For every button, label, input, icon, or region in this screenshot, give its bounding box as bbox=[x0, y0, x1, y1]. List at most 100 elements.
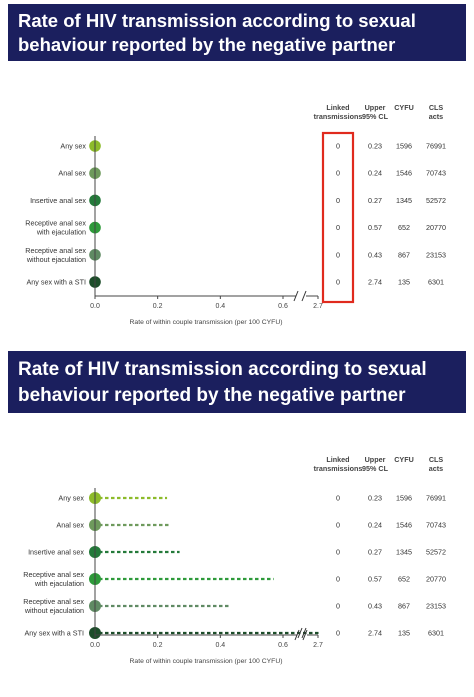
linked-transmissions-value: 0 bbox=[336, 169, 340, 178]
x-tick-label: 0.2 bbox=[153, 303, 163, 310]
chart-title: Rate of HIV transmission according to se… bbox=[8, 351, 466, 413]
cyfu-value: 1345 bbox=[396, 548, 412, 557]
header-cyfu: CYFU bbox=[394, 103, 414, 112]
x-axis-label: Rate of within couple transmission (per … bbox=[130, 658, 283, 665]
axis-break-mark bbox=[293, 290, 299, 302]
cyfu-value: 1546 bbox=[396, 521, 412, 530]
linked-transmissions-value: 0 bbox=[336, 196, 340, 205]
category-label-text: Insertive anal sex bbox=[28, 548, 84, 557]
category-label-text: Receptive anal sex bbox=[23, 570, 84, 579]
header-upper-95-cl-line-2: 95% CL bbox=[362, 464, 389, 473]
category-label: Any sex bbox=[58, 494, 84, 503]
chart-title-line-2: behaviour reported by the negative partn… bbox=[18, 385, 406, 406]
header-cls-acts: CLS bbox=[429, 455, 444, 464]
cyfu-value: 135 bbox=[398, 278, 410, 287]
category-label-text: with ejaculation bbox=[34, 579, 84, 588]
category-label: Any sex with a STI bbox=[26, 278, 86, 287]
header-linked-transmissions: Linked bbox=[326, 455, 349, 464]
category-label: Any sex bbox=[60, 142, 86, 151]
category-label-text: Anal sex bbox=[58, 169, 86, 178]
upper-95-cl-value: 0.57 bbox=[368, 223, 382, 232]
cls-acts-value: 20770 bbox=[426, 223, 446, 232]
header-linked-transmissions-line-2: transmissions bbox=[314, 112, 363, 121]
cls-acts-value: 52572 bbox=[426, 548, 446, 557]
cls-acts-value: 76991 bbox=[426, 142, 446, 151]
cyfu-value: 135 bbox=[398, 629, 410, 638]
linked-transmissions-value: 0 bbox=[336, 250, 340, 259]
linked-transmissions-value: 0 bbox=[336, 278, 340, 287]
upper-95-cl-value: 0.43 bbox=[368, 602, 382, 611]
upper-95-cl-value: 0.23 bbox=[368, 494, 382, 503]
linked-transmissions-value: 0 bbox=[336, 602, 340, 611]
category-label-text: Any sex with a STI bbox=[26, 278, 86, 287]
linked-transmissions-value: 0 bbox=[336, 548, 340, 557]
category-label-text: Receptive anal sex bbox=[23, 597, 84, 606]
header-cyfu: CYFU bbox=[394, 455, 414, 464]
bottom-chart-panel: Rate of HIV transmission according to se… bbox=[0, 345, 474, 697]
category-label: Insertive anal sex bbox=[30, 196, 86, 205]
cyfu-value: 1596 bbox=[396, 494, 412, 503]
upper-95-cl-value: 0.24 bbox=[368, 521, 382, 530]
header-cls-acts-line-2: acts bbox=[429, 112, 443, 121]
cyfu-value: 867 bbox=[398, 602, 410, 611]
linked-transmissions-value: 0 bbox=[336, 521, 340, 530]
cls-acts-value: 70743 bbox=[426, 521, 446, 530]
upper-95-cl-value: 0.43 bbox=[368, 250, 382, 259]
cls-acts-value: 6301 bbox=[428, 278, 444, 287]
category-label: Insertive anal sex bbox=[28, 548, 84, 557]
cyfu-value: 652 bbox=[398, 575, 410, 584]
x-tick-label: 0.2 bbox=[153, 642, 163, 649]
x-axis-label: Rate of within couple transmission (per … bbox=[130, 319, 283, 326]
x-tick-label: 2.7 bbox=[313, 303, 323, 310]
axis-break-mark bbox=[294, 629, 300, 641]
cls-acts-value: 23153 bbox=[426, 250, 446, 259]
x-tick-label: 0.4 bbox=[215, 303, 225, 310]
cyfu-value: 652 bbox=[398, 223, 410, 232]
upper-95-cl-value: 2.74 bbox=[368, 629, 382, 638]
linked-transmissions-value: 0 bbox=[336, 494, 340, 503]
cls-acts-value: 23153 bbox=[426, 602, 446, 611]
category-label-text: with ejaculation bbox=[36, 228, 86, 237]
header-linked-transmissions: Linked bbox=[326, 103, 349, 112]
category-label-text: Receptive anal sex bbox=[25, 219, 86, 228]
header-cls-acts-line-2: acts bbox=[429, 464, 443, 473]
header-upper-95-cl: Upper bbox=[365, 103, 386, 112]
category-label: Anal sex bbox=[56, 521, 84, 530]
x-tick-label: 0.0 bbox=[90, 642, 100, 649]
upper-95-cl-value: 0.24 bbox=[368, 169, 382, 178]
category-label-text: Any sex with a STI bbox=[24, 629, 84, 638]
upper-95-cl-value: 2.74 bbox=[368, 278, 382, 287]
x-tick-label: 0.6 bbox=[278, 303, 288, 310]
x-tick-label: 0.6 bbox=[278, 642, 288, 649]
linked-transmissions-value: 0 bbox=[336, 629, 340, 638]
cls-acts-value: 52572 bbox=[426, 196, 446, 205]
upper-95-cl-value: 0.57 bbox=[368, 575, 382, 584]
x-tick-label: 2.7 bbox=[313, 642, 323, 649]
header-cls-acts: CLS bbox=[429, 103, 444, 112]
upper-95-cl-value: 0.27 bbox=[368, 548, 382, 557]
linked-transmissions-value: 0 bbox=[336, 142, 340, 151]
category-label-text: Any sex bbox=[58, 494, 84, 503]
linked-transmissions-value: 0 bbox=[336, 575, 340, 584]
category-label: Anal sex bbox=[58, 169, 86, 178]
axis-break-mark bbox=[302, 629, 308, 641]
category-label-text: Anal sex bbox=[56, 521, 84, 530]
category-label-text: without ejaculation bbox=[26, 255, 86, 264]
category-label-text: Insertive anal sex bbox=[30, 196, 86, 205]
chart-title-line-1: Rate of HIV transmission according to se… bbox=[18, 359, 427, 380]
cls-acts-value: 20770 bbox=[426, 575, 446, 584]
cls-acts-value: 6301 bbox=[428, 629, 444, 638]
cls-acts-value: 76991 bbox=[426, 494, 446, 503]
category-label-text: Any sex bbox=[60, 142, 86, 151]
upper-95-cl-value: 0.23 bbox=[368, 142, 382, 151]
linked-transmissions-highlight-box bbox=[321, 131, 355, 304]
linked-transmissions-value: 0 bbox=[336, 223, 340, 232]
category-label-text: Receptive anal sex bbox=[25, 246, 86, 255]
header-upper-95-cl: Upper bbox=[365, 455, 386, 464]
